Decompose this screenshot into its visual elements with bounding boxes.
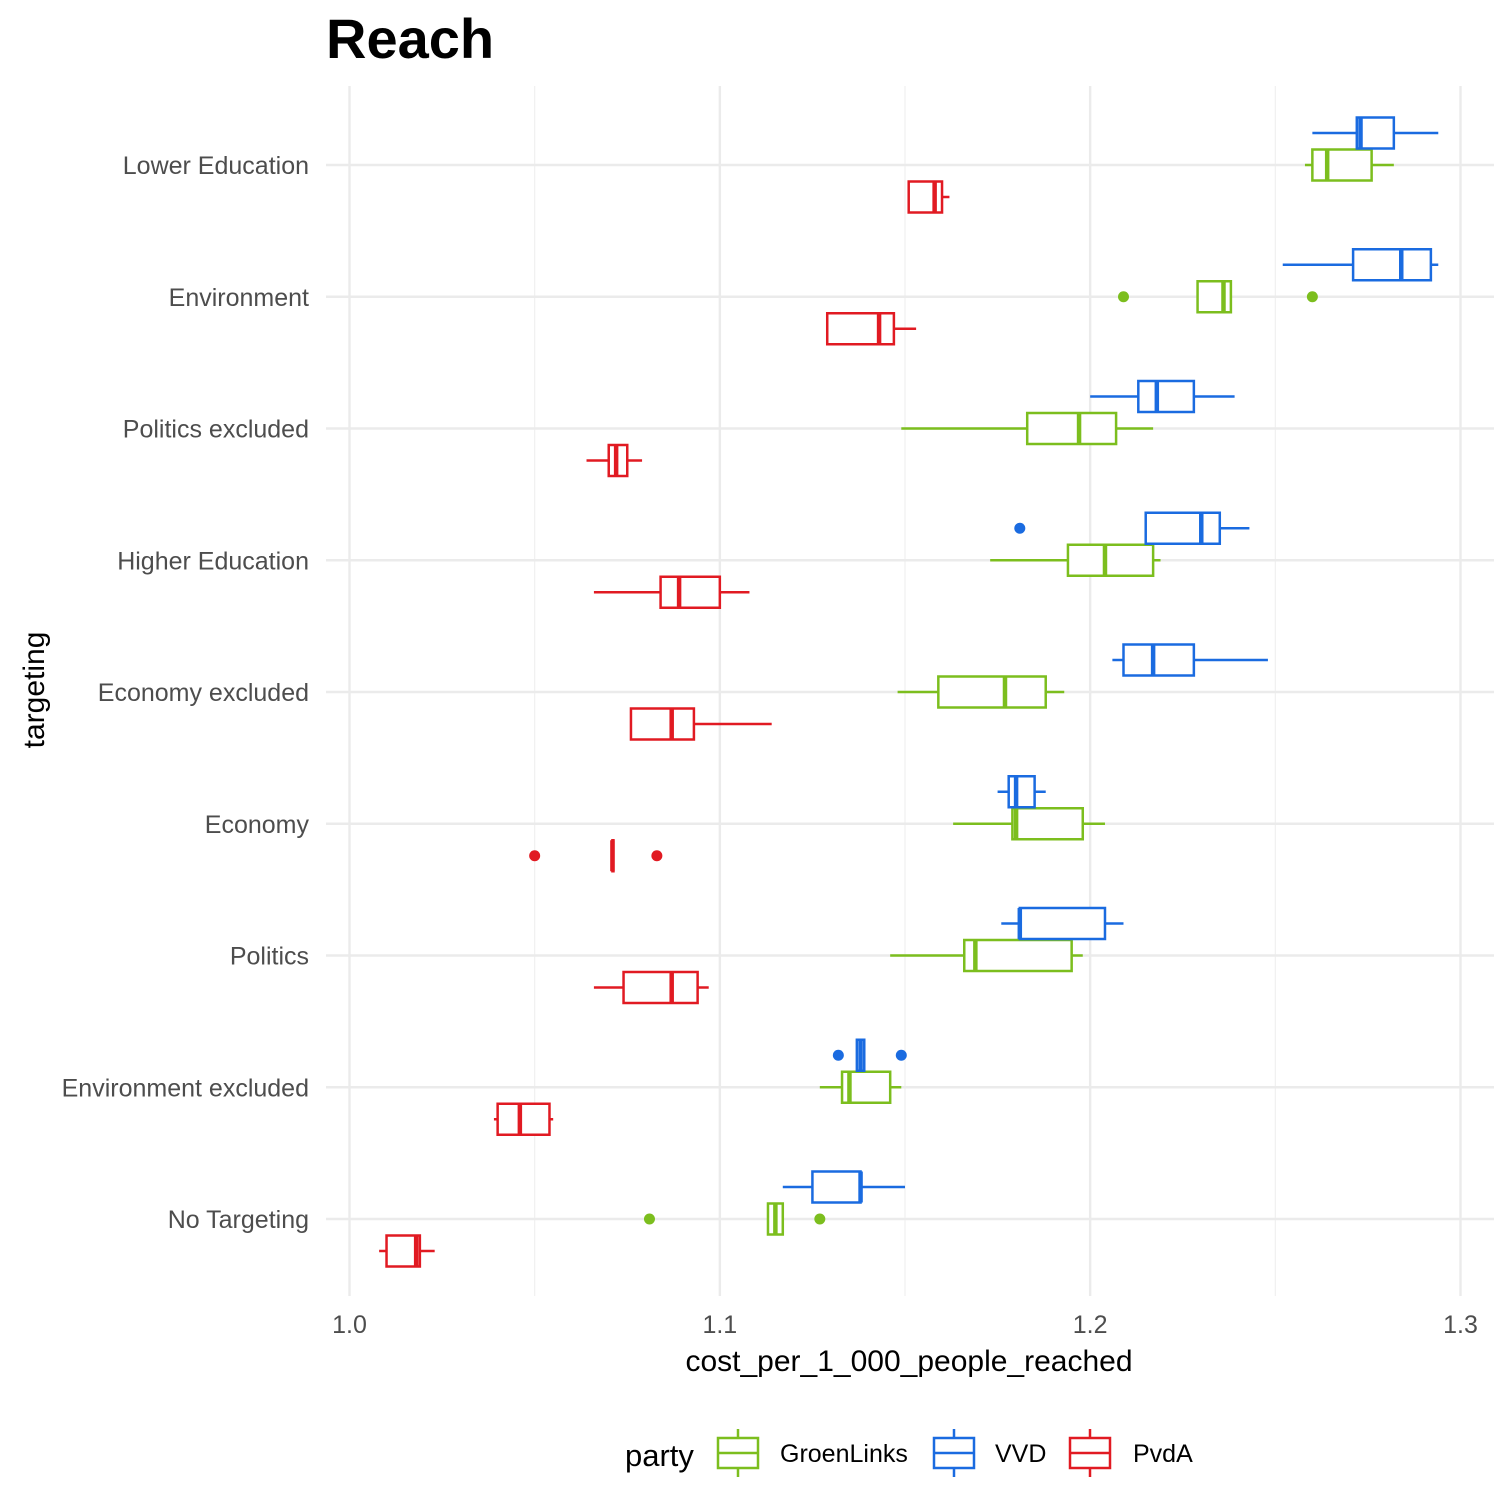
box-iqr <box>1018 906 1107 941</box>
x-tick-label: 1.0 <box>332 1311 367 1339</box>
boxes <box>379 116 1439 1268</box>
box-VVD-Environment excluded <box>832 1038 907 1072</box>
box-iqr <box>1066 543 1155 577</box>
box-PvdA-Politics excluded <box>586 443 643 478</box>
box-PvdA-Economy excluded <box>629 707 772 741</box>
box-iqr <box>1144 511 1222 545</box>
box-PvdA-Politics <box>593 970 709 1005</box>
outlier-point <box>832 1049 844 1061</box>
x-axis-ticks: 1.0 1.1 1.2 1.3 <box>332 1311 1478 1339</box>
outlier-point <box>643 1213 655 1225</box>
y-tick-label: Economy <box>205 811 310 839</box>
box-GroenLinks-Economy <box>953 807 1105 841</box>
x-axis-title: cost_per_1_000_people_reached <box>685 1345 1132 1378</box>
y-tick-label: Politics excluded <box>123 416 309 444</box>
box-GroenLinks-Lower Education <box>1304 148 1394 182</box>
y-tick-label: Environment excluded <box>62 1074 309 1102</box>
box-iqr <box>937 675 1047 709</box>
box-GroenLinks-Politics excluded <box>901 411 1154 446</box>
box-PvdA-Environment excluded <box>493 1102 554 1136</box>
outlier-point <box>895 1049 907 1061</box>
box-iqr <box>1351 248 1433 282</box>
box-iqr <box>811 1170 862 1204</box>
box-iqr <box>1137 379 1196 414</box>
box-iqr <box>496 1102 551 1136</box>
legend-entry-VVD: VVD <box>932 1429 1046 1477</box>
box-PvdA-Higher Education <box>593 575 750 609</box>
box-GroenLinks-Environment excluded <box>819 1070 902 1104</box>
box-VVD-Politics <box>1001 906 1124 941</box>
box-VVD-Environment <box>1282 248 1439 282</box>
box-iqr <box>659 575 722 609</box>
chart-title: Reach <box>326 7 494 70</box>
box-iqr <box>1025 411 1118 446</box>
box-iqr <box>629 707 696 741</box>
box-iqr <box>1007 775 1036 809</box>
box-VVD-Economy excluded <box>1112 643 1268 677</box>
box-PvdA-Lower Education <box>907 180 950 214</box>
y-axis-ticks: No Targeting Environment excluded Politics… <box>62 152 310 1234</box>
legend-label: PvdA <box>1133 1440 1193 1468</box>
legend-entry-GroenLinks: GroenLinks <box>716 1429 908 1477</box>
y-tick-label: No Targeting <box>168 1206 309 1234</box>
outlier-point <box>1014 522 1026 534</box>
box-GroenLinks-Politics <box>890 938 1083 973</box>
x-tick-label: 1.1 <box>702 1311 737 1339</box>
box-PvdA-No Targeting <box>379 1234 435 1268</box>
box-GroenLinks-Environment <box>1117 280 1318 314</box>
x-tick-label: 1.2 <box>1073 1311 1108 1339</box>
y-axis-title: targeting <box>18 632 51 749</box>
box-iqr <box>1311 148 1373 182</box>
box-VVD-No Targeting <box>782 1170 905 1204</box>
box-PvdA-Economy <box>529 839 663 873</box>
box-iqr <box>1011 807 1085 841</box>
box-GroenLinks-Higher Education <box>990 543 1161 577</box>
y-tick-label: Politics <box>230 943 309 971</box>
box-VVD-Politics excluded <box>1090 379 1235 414</box>
legend-title: party <box>625 1438 694 1473</box>
outlier-point <box>1306 291 1318 303</box>
outlier-point <box>1117 291 1129 303</box>
box-iqr <box>1355 116 1396 150</box>
box-VVD-Economy <box>997 775 1046 809</box>
box-GroenLinks-Economy excluded <box>897 675 1065 709</box>
box-iqr <box>1196 280 1233 314</box>
legend-entry-PvdA: PvdA <box>1068 1429 1193 1477</box>
box-iqr <box>825 312 896 346</box>
legend-label: VVD <box>995 1440 1046 1468</box>
box-iqr <box>1122 643 1196 677</box>
legend: party GroenLinks VVD PvdA <box>625 1429 1193 1477</box>
box-iqr <box>622 970 699 1005</box>
box-GroenLinks-No Targeting <box>643 1202 826 1236</box>
box-iqr <box>963 938 1073 973</box>
y-tick-label: Environment <box>169 284 309 312</box>
box-VVD-Higher Education <box>1014 511 1250 545</box>
outlier-point <box>814 1213 826 1225</box>
y-tick-label: Economy excluded <box>98 679 309 707</box>
outlier-point <box>651 850 663 862</box>
legend-label: GroenLinks <box>780 1440 908 1468</box>
y-tick-label: Lower Education <box>123 152 309 180</box>
x-tick-label: 1.3 <box>1443 1311 1478 1339</box>
y-tick-label: Higher Education <box>117 547 309 575</box>
box-PvdA-Environment <box>825 312 917 346</box>
outlier-point <box>529 850 541 862</box>
box-iqr <box>907 180 944 214</box>
box-VVD-Lower Education <box>1312 116 1439 150</box>
